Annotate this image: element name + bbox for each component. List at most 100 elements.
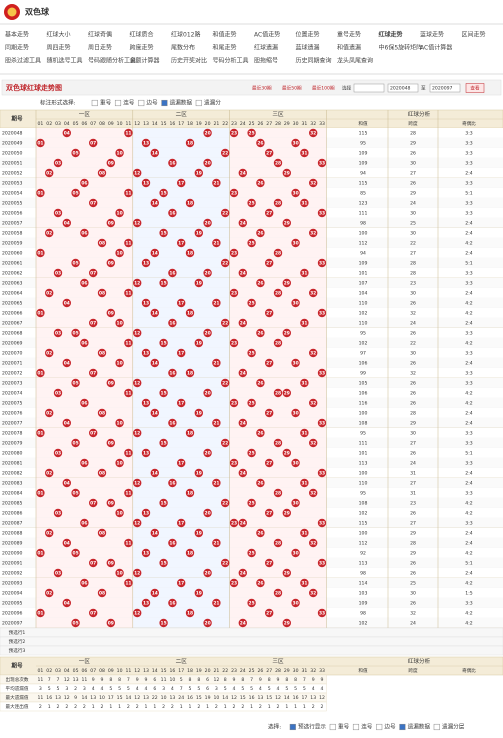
nav-link[interactable]: 跨度走势 <box>130 44 154 52</box>
red-ball-number: 07 <box>90 431 96 437</box>
nav-link[interactable]: 号码分析工具 <box>213 57 249 65</box>
red-ball <box>36 428 45 438</box>
nav-link[interactable]: 金额计算器 <box>130 57 160 65</box>
stat-cell <box>326 238 503 248</box>
nav-link[interactable]: 红球奇偶 <box>88 31 112 39</box>
checkbox[interactable] <box>329 723 336 731</box>
zone-cell <box>36 168 133 178</box>
red-ball <box>177 178 186 188</box>
checkbox[interactable] <box>433 723 440 731</box>
nav-link[interactable]: 历史开奖对比 <box>171 57 207 65</box>
nav-link[interactable]: 红球大小 <box>47 31 71 39</box>
nav-link[interactable]: 周日走势 <box>88 44 112 52</box>
nav-link[interactable]: AC值走势 <box>254 31 280 39</box>
nav-link[interactable]: 历史同期查询 <box>296 57 332 65</box>
period: 2020049 <box>2 141 23 147</box>
nav-link[interactable]: 同期走势 <box>5 44 29 52</box>
nav-link[interactable]: 红球走势 <box>379 31 403 39</box>
red-ball <box>194 338 203 348</box>
stat-value: 3:3 <box>465 161 472 167</box>
nav-link[interactable]: 位置走势 <box>296 31 320 39</box>
footer-value: 7 <box>57 677 60 683</box>
zone-cell <box>36 318 133 328</box>
red-ball <box>97 468 107 478</box>
red-ball-number: 01 <box>37 431 43 437</box>
checkbox[interactable] <box>91 99 98 107</box>
stat-value: 24 <box>410 461 416 467</box>
nav-link[interactable]: 红球遗漏 <box>254 44 278 52</box>
red-ball <box>309 128 318 138</box>
nav-link[interactable]: 红球012路 <box>171 31 200 39</box>
nav-link[interactable]: 和值走势 <box>213 31 237 39</box>
nav-link[interactable]: 红球质合 <box>130 31 154 39</box>
stat-value: 110 <box>359 301 368 307</box>
nav-link[interactable]: 蓝球遗漏 <box>296 44 320 52</box>
nav-link[interactable]: 龙头凤尾查询 <box>337 57 373 65</box>
stat-value: 3:3 <box>465 601 472 607</box>
footer-value: 9 <box>259 677 262 683</box>
nav-link[interactable]: 胆拖缩号 <box>254 57 278 65</box>
nav-link[interactable]: 区间走势 <box>462 31 486 39</box>
from-box[interactable] <box>387 83 419 93</box>
zone-cell <box>132 478 230 488</box>
red-ball <box>194 168 203 178</box>
checkbox[interactable] <box>289 723 296 731</box>
nav-link[interactable]: 和值遗漏 <box>337 44 361 52</box>
checkbox[interactable] <box>195 99 202 107</box>
checkbox[interactable] <box>376 723 383 731</box>
stat-cell <box>326 298 503 308</box>
range-link[interactable]: 最近30期 <box>252 85 272 92</box>
footer-value: 16 <box>293 695 299 701</box>
stat-value: 123 <box>359 201 368 207</box>
checkbox[interactable] <box>161 99 168 107</box>
stat-value: 106 <box>359 391 368 397</box>
to-box[interactable] <box>429 83 461 93</box>
zone-cell <box>36 158 133 168</box>
footer-value: 5 <box>241 686 244 692</box>
nav-link[interactable]: 中6保5旋转矩阵 <box>379 44 423 52</box>
nav-link[interactable]: 蓝球走势 <box>420 31 444 39</box>
nav-link[interactable]: 号码跟随分析工具 <box>88 57 136 65</box>
red-ball <box>168 318 177 328</box>
range-link[interactable]: 最近50期 <box>282 85 302 92</box>
red-ball <box>282 568 291 578</box>
range-link[interactable]: 最近100期 <box>312 85 335 92</box>
nav-link[interactable]: AC值计算器 <box>420 44 452 52</box>
red-ball <box>141 258 151 268</box>
red-ball-number: 27 <box>266 151 272 157</box>
footer-value: 9 <box>277 677 280 683</box>
footer-label: 出现总次数 <box>6 676 29 683</box>
nav-link[interactable]: 胆杀过滤工具 <box>5 57 41 65</box>
stat-value: 3:3 <box>465 331 472 337</box>
red-ball <box>97 348 107 358</box>
checkbox[interactable] <box>399 723 406 731</box>
footer-value: 2 <box>312 704 315 710</box>
red-ball-number: 29 <box>284 511 290 517</box>
stat-value: 100 <box>359 471 368 477</box>
nav-link[interactable]: 和尾走势 <box>213 44 237 52</box>
footer-value: 2 <box>127 704 130 710</box>
stat-value: 26 <box>410 151 416 157</box>
view-button[interactable] <box>465 83 485 93</box>
period: 2020095 <box>2 601 23 607</box>
period-cell <box>0 358 36 368</box>
nav-link[interactable]: 周四走势 <box>47 44 71 52</box>
option-text: 遗漏数据 <box>170 99 193 107</box>
checkbox[interactable] <box>138 99 145 107</box>
nav-link[interactable]: 基本走势 <box>5 31 29 39</box>
red-ball <box>36 488 45 498</box>
select-box[interactable] <box>353 83 385 93</box>
footer-value: 4 <box>277 686 280 692</box>
nav-link[interactable]: 重号走势 <box>337 31 361 39</box>
stat-value: 111 <box>359 211 368 217</box>
checkbox[interactable] <box>114 99 122 107</box>
red-ball-number: 04 <box>64 361 70 367</box>
checkbox[interactable] <box>352 723 360 731</box>
red-ball-number: 09 <box>108 221 114 227</box>
red-ball <box>238 518 247 528</box>
period-cell <box>0 498 36 508</box>
red-ball <box>45 348 54 358</box>
period-cell <box>0 168 36 178</box>
nav-link[interactable]: 随机选号工具 <box>47 57 83 65</box>
nav-link[interactable]: 尾数分布 <box>171 44 195 52</box>
